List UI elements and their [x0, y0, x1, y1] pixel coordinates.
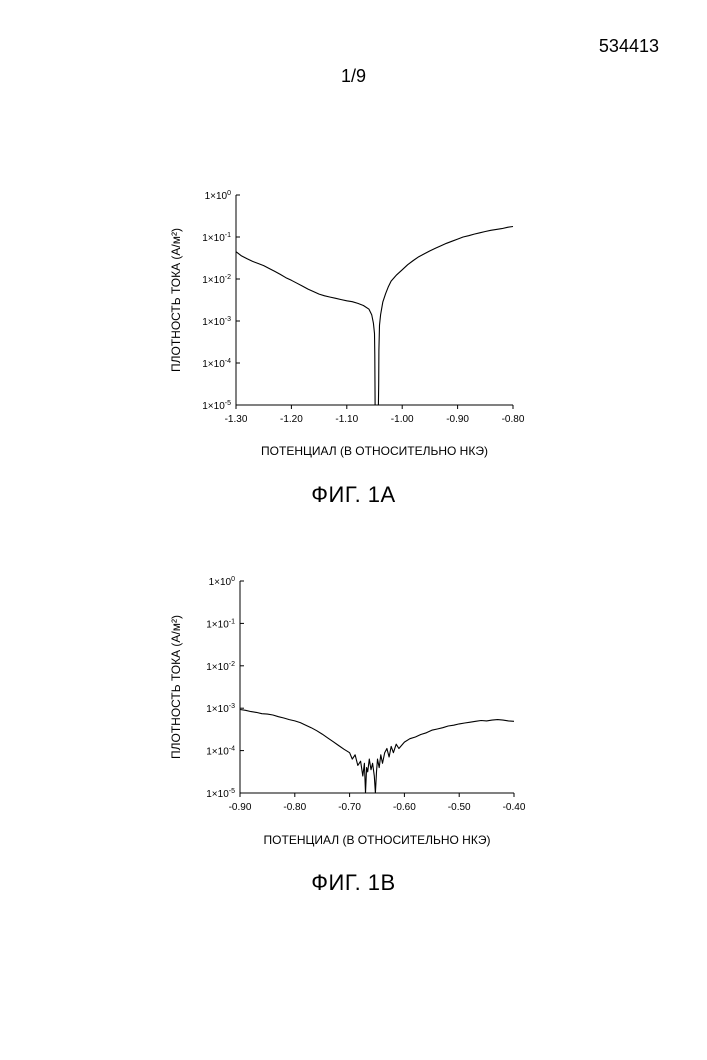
x-axis-title: ПОТЕНЦИАЛ (В ОТНОСИТЕЛЬНО НКЭ) — [261, 444, 488, 458]
y-tick-label: 1×10-3 — [202, 316, 231, 328]
x-tick-label: -1.30 — [225, 414, 248, 425]
x-tick-label: -0.70 — [338, 802, 361, 813]
x-tick-label: -1.20 — [280, 414, 303, 425]
y-tick-label: 1×10-5 — [202, 400, 231, 412]
figure-1b-caption: ФИГ. 1В — [0, 870, 707, 896]
y-tick-label: 1×10-2 — [206, 661, 235, 673]
y-tick-label: 1×100 — [205, 190, 232, 202]
x-tick-label: -0.80 — [283, 802, 306, 813]
y-axis-title: ПЛОТНОСТЬ ТОКА (А/м²) — [169, 228, 183, 372]
figure-1a-caption: ФИГ. 1А — [0, 482, 707, 508]
x-tick-label: -0.90 — [229, 802, 252, 813]
x-tick-label: -0.40 — [503, 802, 526, 813]
y-tick-label: 1×10-4 — [206, 746, 235, 758]
y-tick-label: 1×10-5 — [206, 788, 235, 800]
x-tick-label: -0.60 — [393, 802, 416, 813]
series-line — [236, 227, 513, 406]
series-line — [240, 710, 514, 794]
chart-1b: -0.90 -0.80 -0.70 -0.60 -0.50 -0.40 1×100 1×10-… — [0, 540, 707, 900]
y-axis-title: ПЛОТНОСТЬ ТОКА (А/м²) — [169, 615, 183, 759]
y-tick-label: 1×10-1 — [202, 232, 231, 244]
chart-1a: -1.30 -1.20 -1.10 -1.00 -0.90 -0.80 1×100 1×10-… — [0, 150, 707, 510]
y-tick-label: 1×10-3 — [206, 703, 235, 715]
y-tick-label: 1×10-1 — [206, 618, 235, 630]
x-axis-title: ПОТЕНЦИАЛ (В ОТНОСИТЕЛЬНО НКЭ) — [264, 833, 491, 847]
y-tick-label: 1×10-2 — [202, 274, 231, 286]
y-tick-label: 1×10-4 — [202, 358, 231, 370]
y-tick-label: 1×100 — [209, 576, 236, 588]
figure-1b: -0.90 -0.80 -0.70 -0.60 -0.50 -0.40 1×100 1×10-… — [0, 540, 707, 1060]
x-tick-label: -1.00 — [391, 414, 414, 425]
doc-number: 534413 — [599, 36, 659, 57]
x-tick-label: -1.10 — [335, 414, 358, 425]
x-tick-label: -0.50 — [448, 802, 471, 813]
x-tick-label: -0.90 — [446, 414, 469, 425]
sheet-number: 1/9 — [0, 66, 707, 87]
x-tick-label: -0.80 — [502, 414, 525, 425]
